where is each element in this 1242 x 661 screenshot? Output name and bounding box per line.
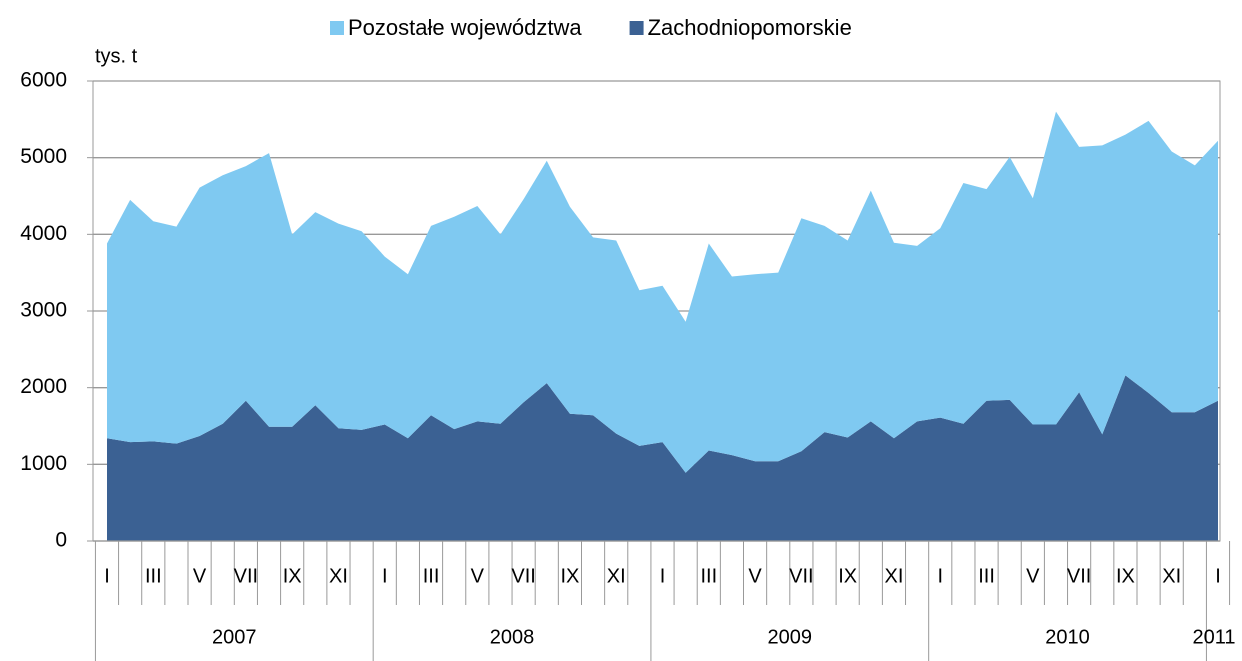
year-label: 2008 bbox=[490, 626, 535, 648]
legend-label: Pozostałe województwa bbox=[348, 15, 582, 40]
x-tick-label: IX bbox=[560, 565, 579, 587]
x-tick-label: XI bbox=[607, 565, 626, 587]
y-tick-label: 4000 bbox=[20, 222, 67, 245]
y-tick-label: 6000 bbox=[20, 69, 67, 92]
legend-label: Zachodniopomorskie bbox=[648, 15, 852, 40]
x-tick-label: III bbox=[700, 565, 717, 587]
year-label: 2011 bbox=[1192, 626, 1235, 648]
x-tick-label: I bbox=[104, 565, 110, 587]
x-tick-label: IX bbox=[1116, 565, 1135, 587]
x-tick-label: V bbox=[1026, 565, 1040, 587]
year-label: 2007 bbox=[212, 626, 257, 648]
x-tick-label: III bbox=[145, 565, 162, 587]
x-tick-label: V bbox=[471, 565, 485, 587]
year-label: 2009 bbox=[768, 626, 813, 648]
x-tick-label: XI bbox=[329, 565, 348, 587]
x-tick-label: I bbox=[382, 565, 388, 587]
x-tick-label: V bbox=[748, 565, 762, 587]
y-tick-label: 0 bbox=[55, 529, 67, 552]
x-tick-label: VII bbox=[234, 565, 258, 587]
x-tick-label: XI bbox=[1162, 565, 1181, 587]
x-tick-label: VII bbox=[511, 565, 535, 587]
x-tick-label: III bbox=[423, 565, 440, 587]
year-label: 2010 bbox=[1045, 626, 1090, 648]
x-tick-label: I bbox=[1215, 565, 1221, 587]
y-tick-label: 2000 bbox=[20, 375, 67, 398]
legend-swatch bbox=[629, 21, 644, 35]
x-tick-label: III bbox=[978, 565, 995, 587]
y-unit-label: tys. t bbox=[95, 45, 138, 67]
legend-swatch bbox=[330, 21, 344, 35]
x-tick-label: XI bbox=[885, 565, 904, 587]
x-tick-label: IX bbox=[283, 565, 302, 587]
area bbox=[107, 375, 1218, 541]
area bbox=[107, 111, 1218, 473]
y-tick-label: 3000 bbox=[20, 299, 67, 322]
x-tick-label: I bbox=[937, 565, 943, 587]
x-tick-label: V bbox=[193, 565, 207, 587]
y-tick-label: 1000 bbox=[20, 452, 67, 475]
x-tick-label: I bbox=[660, 565, 666, 587]
x-tick-label: VII bbox=[1067, 565, 1091, 587]
y-tick-label: 5000 bbox=[20, 145, 67, 168]
x-tick-label: VII bbox=[789, 565, 813, 587]
x-tick-label: IX bbox=[838, 565, 857, 587]
